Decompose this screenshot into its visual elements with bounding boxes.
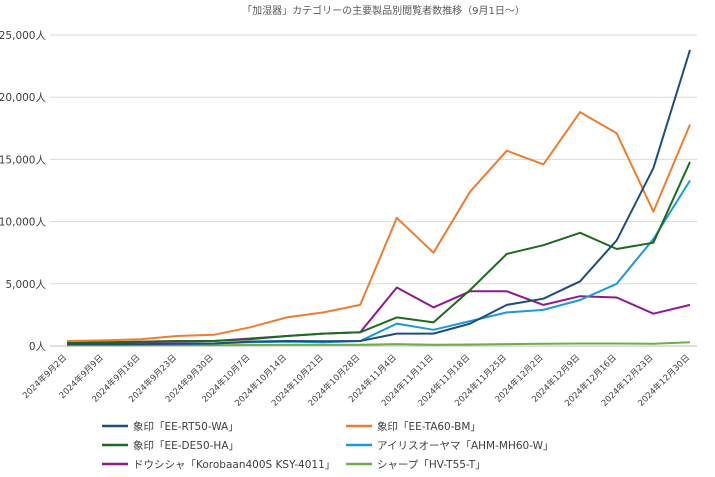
legend-label: アイリスオーヤマ「AHM-MH60-W」 [377,440,553,452]
y-tick-label: 5,000人 [5,279,46,291]
y-tick-label: 0人 [29,341,47,353]
grid-lines [50,34,697,347]
y-axis-tick-labels: 0人 5,000人 10,000人 15,000人 20,000人 25,000人 [0,30,46,353]
series-line-6 [67,341,691,347]
series-line-5 [66,286,691,345]
chart-title: 「加湿器」カテゴリーの主要製品別閲覧者数推移（9月1日〜） [242,4,525,17]
legend-entry: シャープ「HV-T55-T」 [346,459,486,471]
legend-entry: アイリスオーヤマ「AHM-MH60-W」 [346,440,553,452]
y-tick-label: 25,000人 [0,30,46,42]
series-lines [66,49,691,347]
x-axis-tick-labels: 2024年9月2日2024年9月9日2024年9月16日2024年9月23日20… [20,352,692,408]
series-line-1 [67,49,691,346]
legend-label: シャープ「HV-T55-T」 [377,459,486,471]
legend: 象印「EE-RT50-WA」 象印「EE-TA60-BM」象印「EE-DE50-H… [102,421,553,471]
legend-entry: 象印「EE-TA60-BM」 [346,421,481,433]
series-line-3 [66,161,691,344]
legend-label: 象印「EE-RT50-WA」 [133,421,239,433]
legend-entry: 象印「EE-RT50-WA」 [102,421,239,433]
y-tick-label: 20,000人 [0,92,46,104]
legend-label: ドウシシャ「Korobaan400S KSY-4011」 [133,459,335,471]
y-tick-label: 15,000人 [0,154,46,166]
series-line-2 [66,111,691,342]
legend-entry: 象印「EE-DE50-HA」 [102,440,239,452]
legend-entry: ドウシシャ「Korobaan400S KSY-4011」 [102,459,335,471]
y-tick-label: 10,000人 [0,217,46,229]
legend-label: 象印「EE-TA60-BM」 [377,421,481,433]
legend-label: 象印「EE-DE50-HA」 [133,440,239,452]
